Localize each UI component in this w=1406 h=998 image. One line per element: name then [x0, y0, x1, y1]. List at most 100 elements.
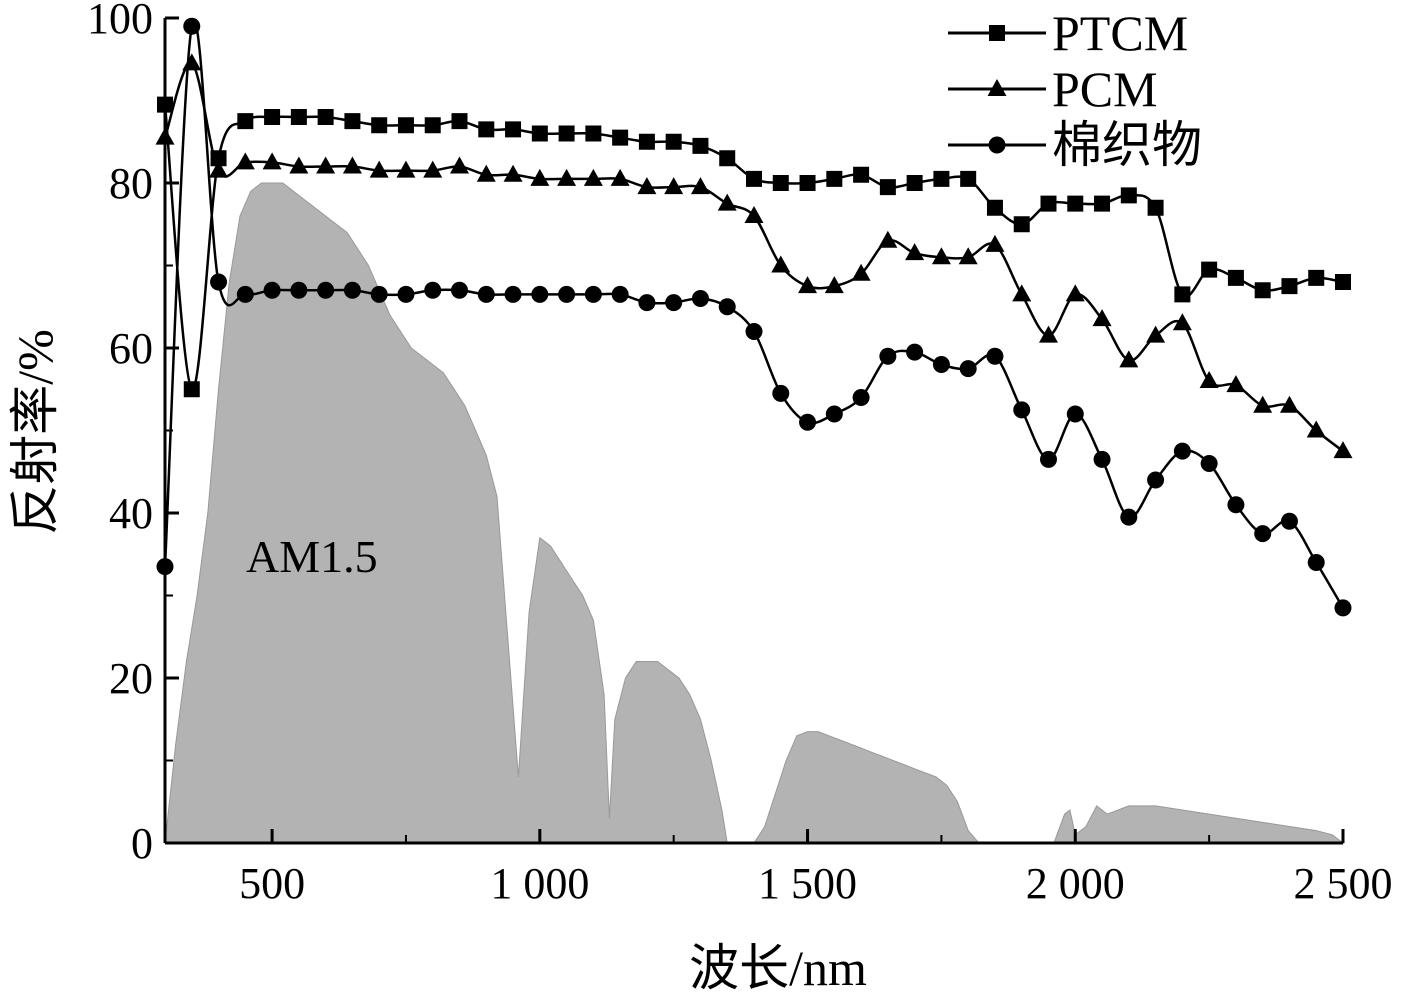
y-tick-label: 0	[131, 819, 153, 868]
data-point-triangle	[1172, 313, 1192, 331]
data-point-triangle	[503, 164, 523, 182]
data-point-circle	[183, 17, 201, 35]
data-point-square	[1120, 187, 1137, 204]
data-point-circle	[932, 356, 950, 373]
data-point-square	[879, 179, 896, 196]
data-point-triangle	[1146, 325, 1166, 343]
data-point-square	[1067, 195, 1084, 212]
y-axis-title: 反射率/%	[7, 329, 63, 535]
data-point-triangle	[744, 206, 764, 223]
data-point-square	[1040, 195, 1057, 212]
data-point-circle	[1173, 442, 1191, 460]
data-point-triangle	[316, 156, 336, 174]
legend-label: PTCM	[1052, 5, 1188, 61]
data-point-triangle	[878, 230, 898, 248]
series-layer	[155, 17, 1353, 617]
data-point-square	[264, 109, 281, 125]
data-point-circle	[1307, 554, 1325, 571]
data-point-square	[317, 109, 334, 125]
data-point-triangle	[262, 152, 282, 170]
data-point-triangle	[1226, 375, 1246, 393]
data-point-triangle	[771, 255, 791, 273]
data-point-circle	[1254, 525, 1272, 543]
data-point-square	[1254, 282, 1271, 299]
data-point-square	[1201, 261, 1218, 278]
data-point-circle	[397, 285, 415, 303]
data-point-triangle	[557, 168, 577, 186]
data-point-circle	[665, 294, 683, 312]
data-point-triangle	[958, 247, 978, 265]
data-point-circle	[1147, 471, 1165, 489]
data-point-triangle	[1065, 284, 1085, 302]
data-point-square	[478, 121, 495, 138]
x-tick-label: 2 500	[1294, 859, 1393, 908]
data-point-square	[505, 121, 522, 138]
data-point-circle	[638, 294, 656, 312]
x-tick-label: 1 500	[758, 859, 857, 908]
data-point-square	[157, 96, 173, 113]
legend-marker-circle	[988, 136, 1006, 154]
data-point-circle	[290, 281, 308, 299]
data-point-triangle	[1012, 284, 1032, 302]
data-point-circle	[210, 273, 228, 291]
data-point-circle	[1334, 599, 1352, 617]
data-point-circle	[1093, 450, 1111, 468]
y-tick-label: 100	[87, 0, 153, 43]
data-point-square	[665, 133, 682, 150]
data-point-square	[746, 170, 762, 187]
data-point-square	[1013, 216, 1030, 233]
data-point-square	[397, 117, 414, 134]
data-point-triangle	[369, 160, 389, 178]
data-point-circle	[584, 285, 602, 303]
data-point-triangle	[690, 177, 710, 195]
data-point-triangle	[851, 263, 871, 281]
data-point-triangle	[476, 164, 496, 182]
data-point-triangle	[423, 160, 443, 178]
data-point-triangle	[610, 168, 630, 186]
data-point-circle	[1013, 401, 1031, 419]
data-point-circle	[236, 285, 254, 303]
data-point-triangle	[824, 276, 844, 294]
x-tick-label: 500	[239, 859, 305, 908]
data-point-square	[424, 117, 441, 134]
legend-marker-triangle	[987, 79, 1007, 96]
data-point-triangle	[583, 168, 603, 186]
data-point-circle	[1066, 405, 1084, 423]
data-point-circle	[531, 285, 549, 303]
data-point-triangle	[289, 156, 309, 174]
data-point-triangle	[1092, 309, 1112, 327]
data-point-triangle	[209, 160, 229, 178]
x-axis-title: 波长/nm	[689, 940, 867, 993]
data-point-circle	[1200, 455, 1218, 472]
data-point-square	[960, 170, 977, 187]
axes-layer: 500 1 000 1 500 2 000 2 500 0 20 40 60 80 100	[87, 0, 1393, 908]
data-point-triangle	[664, 177, 684, 195]
y-tick-label: 20	[109, 654, 153, 703]
y-tick-label: 60	[109, 324, 153, 373]
data-point-circle	[772, 384, 790, 402]
data-point-triangle	[1199, 371, 1219, 388]
legend-marker-square	[989, 25, 1005, 41]
data-point-square	[1227, 269, 1244, 286]
data-point-circle	[1280, 512, 1298, 530]
data-point-triangle	[717, 193, 737, 211]
data-point-circle	[343, 281, 361, 299]
data-point-triangle	[1333, 441, 1353, 459]
data-point-square	[451, 113, 468, 130]
legend-label: PCM	[1052, 61, 1158, 117]
data-point-triangle	[235, 152, 255, 170]
data-point-square	[1335, 274, 1351, 290]
data-point-triangle	[396, 160, 416, 178]
data-point-circle	[317, 281, 335, 299]
data-point-square	[1308, 269, 1325, 286]
data-point-triangle	[1119, 350, 1139, 368]
am15-area	[164, 182, 1345, 844]
data-point-triangle	[985, 234, 1005, 252]
data-point-triangle	[182, 53, 202, 71]
data-point-square	[531, 125, 548, 142]
data-point-circle	[1227, 496, 1245, 514]
data-point-circle	[718, 298, 736, 316]
data-point-square	[772, 175, 789, 191]
data-point-circle	[424, 281, 442, 299]
